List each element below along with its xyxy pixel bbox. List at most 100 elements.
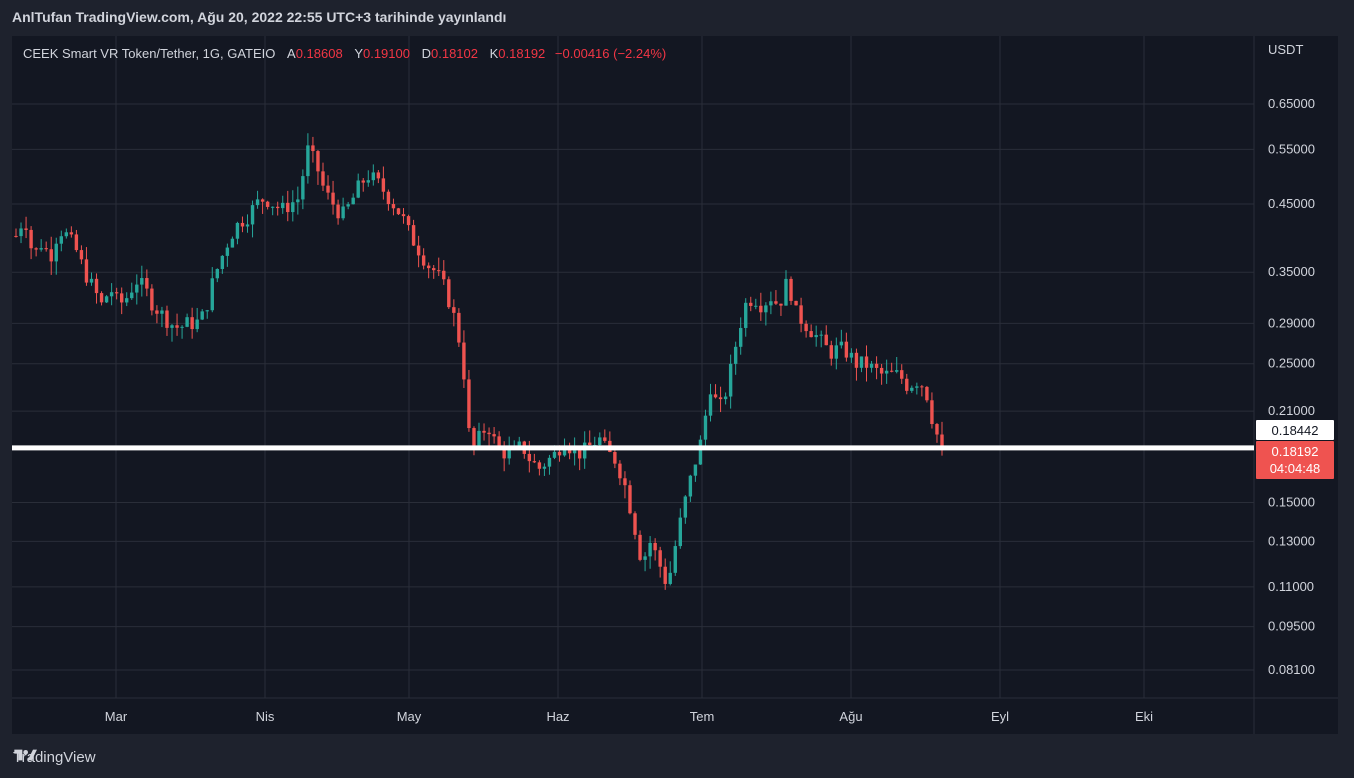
candle-body [296,199,300,203]
candle-body [155,310,159,314]
candle-body [749,302,753,306]
x-tick-label: Mar [105,709,128,724]
candle-body [381,178,386,192]
candle-body [351,197,355,205]
y-tick-label: 0.08100 [1268,662,1315,677]
y-tick-label: 0.55000 [1268,141,1315,156]
candle-body [910,387,914,391]
candle-body [437,270,441,272]
candle-body [874,363,879,368]
candle-body [673,546,677,573]
candle-body [552,451,557,458]
candle-body [240,222,245,227]
y-axis-unit: USDT [1268,42,1303,57]
candle-body [814,335,818,338]
candle-body [628,485,632,514]
support-line[interactable] [12,445,1254,451]
candle-body [109,292,114,297]
candle-body [713,394,718,398]
candle-body [869,363,874,368]
candle-body [688,475,693,497]
candle-body [321,171,325,186]
bar-countdown-label: 04:04:48 [1270,461,1321,476]
candle-body [759,305,763,313]
candle-body [230,238,235,248]
candle-body [84,259,89,283]
candle-body [829,345,833,359]
candle-body [940,434,944,451]
candle-body [301,176,305,200]
candle-body [376,172,381,179]
candle-body [864,356,869,368]
candle-body [311,145,315,152]
candle-body [175,325,179,328]
candle-body [809,331,813,338]
candle-body [905,378,909,391]
candle-body [582,442,587,459]
candle-body [638,534,642,560]
x-tick-label: Nis [256,709,275,724]
candlestick-chart[interactable]: 0.65000 0.55000 0.45000 0.35000 0.29000 0.250… [12,36,1338,734]
candle-body [235,222,240,239]
candle-body [416,245,421,256]
candle-body [432,268,436,271]
candle-body [411,225,416,246]
candle-body [99,293,104,303]
candle-body [346,204,350,207]
candle-body [386,191,391,205]
candle-body [94,278,99,294]
candle-body [859,356,864,368]
candle-body [140,278,144,285]
candle-body [769,301,773,306]
candle-body [738,327,743,347]
tradingview-footer[interactable]: TradingView [13,747,96,767]
candle-body [477,430,481,446]
candle-body [879,367,884,374]
candle-body [316,151,320,172]
candle-body [779,303,783,306]
candle-body [633,513,637,535]
candle-body [683,496,688,518]
candle-body [648,542,652,557]
candle-body [532,461,537,463]
candle-body [391,204,396,209]
x-tick-label: Eki [1135,709,1153,724]
candle-body [64,232,69,237]
candle-body [406,216,411,226]
open-label: A [287,46,296,61]
chart-panel[interactable]: 0.65000 0.55000 0.45000 0.35000 0.29000 0.250… [12,36,1338,734]
candle-body [361,180,365,183]
x-tick-label: Eyl [991,709,1009,724]
high-value: 0.19100 [362,46,410,61]
y-tick-label: 0.65000 [1268,96,1315,111]
candle-body [457,312,461,343]
candle-body [281,202,285,209]
candle-body [789,278,793,301]
candle-body [507,448,511,459]
x-tick-label: Ağu [839,709,862,724]
candle-body [245,224,250,227]
candle-body [89,278,94,283]
candle-body [356,180,360,198]
candle-body [215,268,220,279]
candle-body [54,243,58,262]
ohlc-legend: CEEK Smart VR Token/Tether, 1G, GATEIO A… [23,46,666,61]
candle-body [900,370,904,379]
candle-body [613,452,617,464]
candle-body [130,292,134,299]
candle-body [210,278,214,311]
candle-body [915,386,919,388]
candle-body [542,466,547,469]
candle-body [598,437,602,446]
candle-body [190,317,194,330]
candle-body [462,342,466,380]
candle-body [250,205,255,225]
candle-body [170,325,174,328]
hline-price-label: 0.18442 [1272,423,1319,438]
y-tick-label: 0.11000 [1268,579,1314,594]
candle-body [537,462,542,469]
candle-body [286,202,290,213]
y-tick-label: 0.35000 [1268,264,1315,279]
candle-body [472,428,476,446]
candle-body [200,311,204,320]
